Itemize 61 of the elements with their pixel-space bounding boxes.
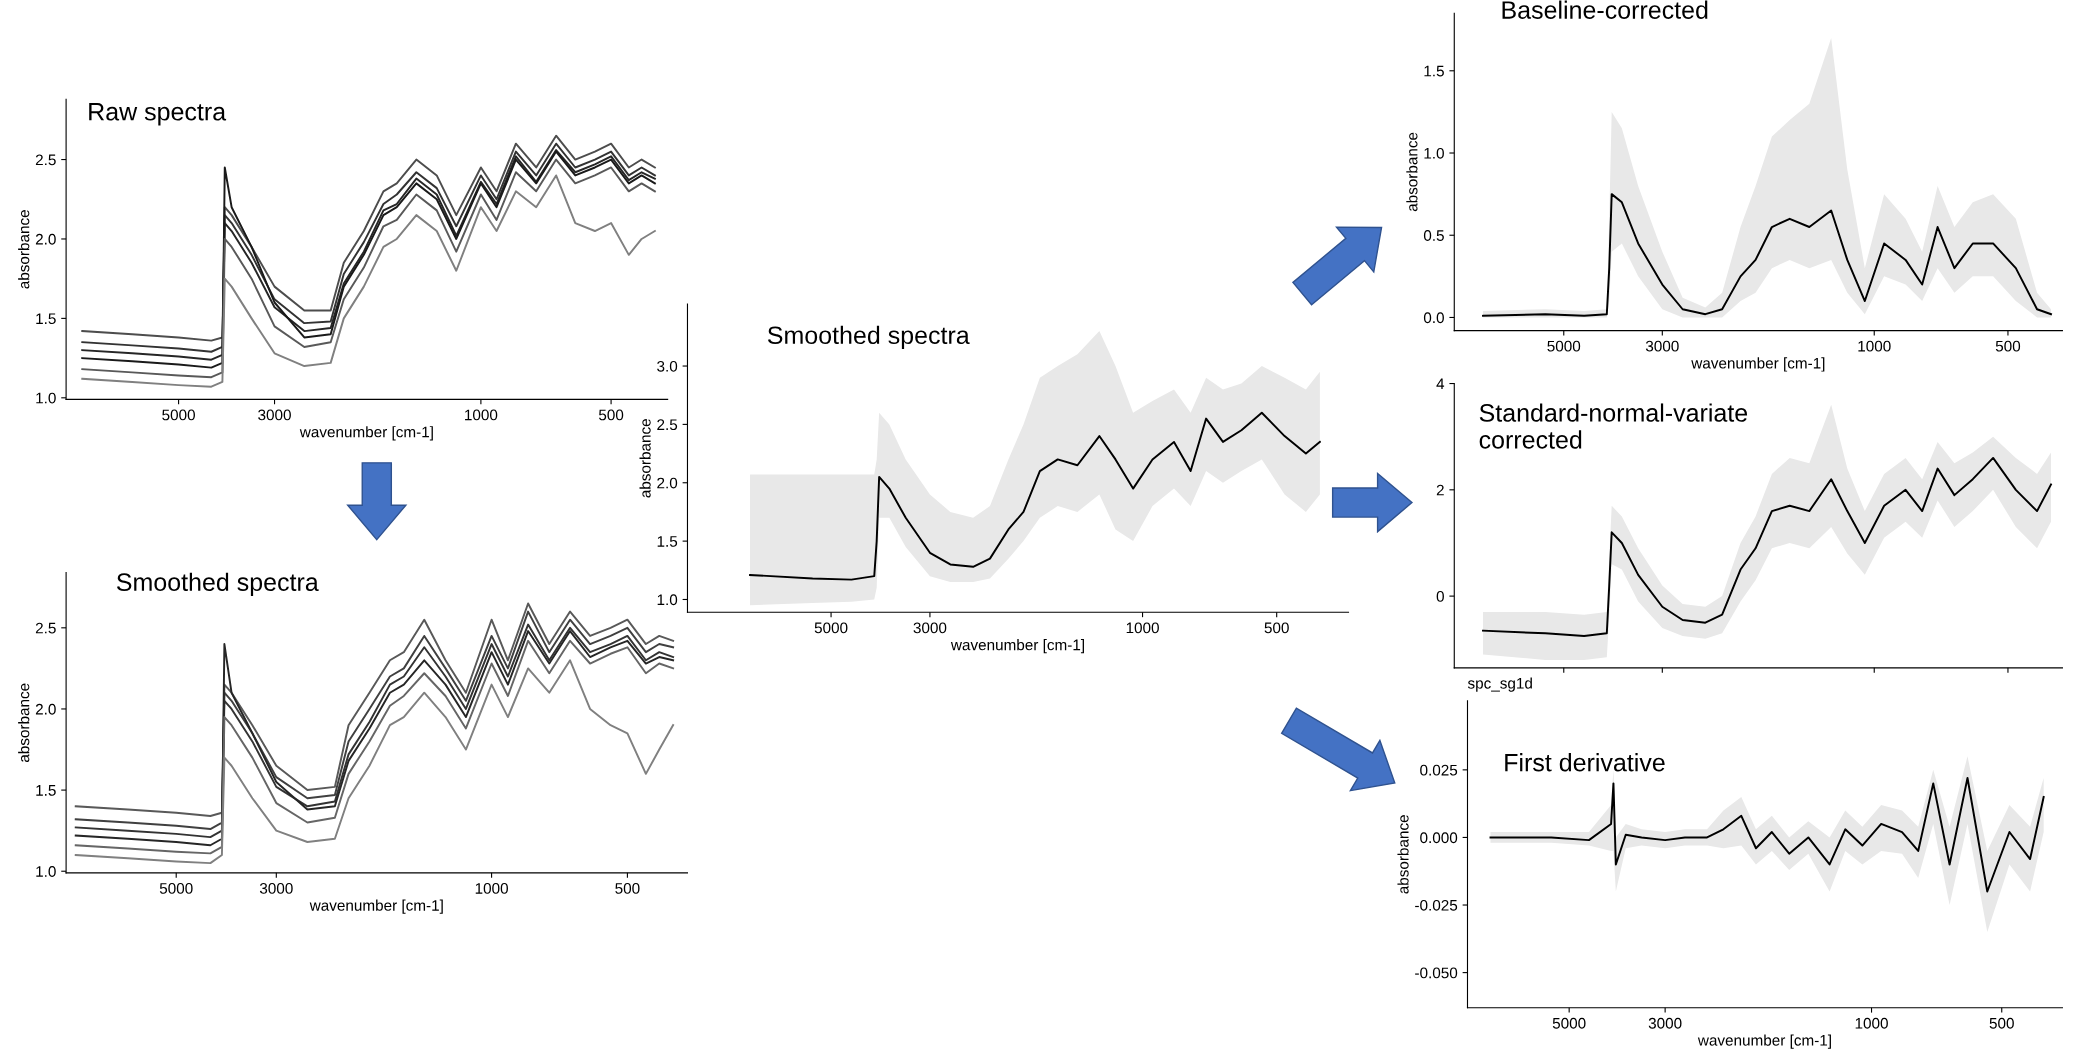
y-tick-label: 0.5	[1423, 230, 1444, 241]
x-tick-label: 5000	[1547, 340, 1581, 352]
y-tick-label: 1.5	[1424, 65, 1444, 77]
y-tick-label: 2.5	[35, 154, 56, 166]
y-tick-label: 2.0	[35, 703, 56, 715]
x-tick-label: 500	[1995, 340, 2021, 352]
y-tick-label: -0.025	[1415, 899, 1458, 911]
x-axis-title: wavenumber [cm-1]	[299, 426, 433, 441]
y-tick-label: 1.0	[36, 866, 56, 877]
x-axis-title: wavenumber [cm-1]	[1691, 357, 1825, 372]
y-axis-title: absorbance	[639, 419, 651, 498]
y-tick-label: 2.0	[657, 477, 678, 489]
x-tick-label: 5000	[814, 622, 848, 634]
x-tick-label: 3000	[1645, 340, 1679, 352]
x-tick-label: 5000	[162, 409, 195, 421]
y-tick-label: 2.5	[35, 622, 56, 634]
x-tick-label: 3000	[258, 409, 291, 421]
y-tick-label: 4	[1436, 378, 1445, 390]
y-tick-label: 0.000	[1420, 832, 1458, 844]
x-tick-label: 1000	[465, 409, 498, 421]
chart-title: Smoothed spectra	[116, 572, 319, 596]
x-tick-label: 3000	[259, 882, 293, 894]
y-axis-title: absorbance	[18, 683, 30, 763]
chart-title: Raw spectra	[89, 103, 227, 126]
y-tick-label: 0.025	[1420, 764, 1458, 776]
x-tick-label: 1000	[1126, 622, 1159, 634]
y-tick-label: 0	[1436, 590, 1444, 602]
x-tick-label: 500	[615, 882, 640, 894]
text: Standard-normal-variate corrected	[1479, 403, 1748, 449]
x-tick-label: 500	[1989, 1017, 2014, 1029]
x-tick-label: 5000	[1552, 1017, 1586, 1029]
x-axis-title: wavenumber [cm-1]	[950, 639, 1084, 654]
x-tick-label: 500	[1264, 622, 1289, 634]
y-tick-label: 1.5	[36, 785, 56, 796]
y-tick-label: 2.0	[35, 233, 56, 245]
y-tick-label: 2.5	[657, 419, 678, 431]
y-axis-title: absorbance	[1397, 815, 1409, 894]
y-axis-title: absorbance	[18, 210, 30, 289]
x-axis-title: wavenumber [cm-1]	[309, 899, 443, 914]
y-tick-label: 1.0	[36, 392, 56, 404]
y-tick-label: 3.0	[657, 360, 678, 372]
x-tick-label: 500	[598, 409, 624, 421]
chart-title: Baseline-corrected	[1502, 0, 1708, 19]
x-axis-title: wavenumber [cm-1]	[1697, 1034, 1831, 1049]
y-tick-label: 1.5	[657, 536, 678, 547]
y-tick-label: 2	[1436, 484, 1444, 496]
y-tick-label: 1.0	[657, 594, 678, 606]
y-tick-label: 0.0	[1423, 312, 1444, 324]
y-tick-label: 1.5	[36, 313, 56, 325]
x-tick-label: 3000	[1648, 1017, 1682, 1029]
text: Smoothed spectra	[767, 325, 970, 350]
y-tick-label: -0.050	[1415, 967, 1458, 979]
text: First derivative	[1505, 753, 1665, 772]
y-axis-title: absorbance	[1406, 132, 1418, 212]
y-tick-label: 1.0	[1424, 147, 1444, 159]
x-tick-label: 5000	[159, 882, 193, 894]
x-tick-label: 1000	[475, 882, 508, 894]
x-tick-label: 3000	[913, 622, 947, 634]
x-tick-label: 1000	[1855, 1017, 1888, 1029]
text: spc_sg1d	[1467, 677, 1532, 692]
x-tick-label: 1000	[1858, 340, 1891, 352]
